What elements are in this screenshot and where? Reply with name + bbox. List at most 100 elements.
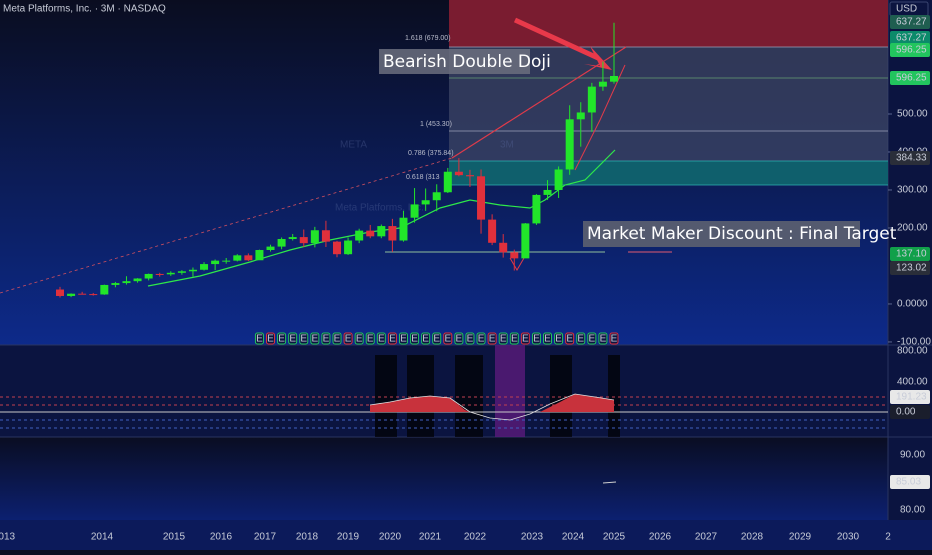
earnings-label: E — [467, 334, 474, 345]
fib-zone — [449, 161, 888, 185]
candle-body — [111, 283, 120, 285]
earnings-marker — [543, 332, 553, 345]
candle-body — [277, 238, 286, 247]
indicator-tick: 80.00 — [900, 505, 925, 516]
arrow — [513, 17, 600, 61]
earnings-label: E — [555, 334, 562, 345]
earnings-marker — [554, 332, 564, 345]
price-label-box — [890, 475, 930, 489]
earnings-label: E — [367, 334, 374, 345]
highlight — [375, 355, 397, 437]
earnings-label: E — [278, 334, 285, 345]
x-tick-label: 2020 — [379, 532, 402, 543]
indicator-tick: 800.00 — [897, 346, 928, 357]
candle-body — [333, 241, 341, 255]
fib-label: 1 (453.30) — [420, 121, 452, 128]
x-tick-label: 2014 — [91, 532, 114, 543]
earnings-label: E — [334, 334, 341, 345]
earnings-marker — [354, 332, 364, 345]
price-label: 596.25 — [896, 45, 927, 56]
highlight — [455, 355, 483, 437]
x-tick-label: 2018 — [296, 532, 319, 543]
earnings-label: E — [256, 334, 263, 345]
candle-body — [78, 293, 87, 295]
earnings-label: E — [533, 334, 540, 345]
candle-body — [610, 75, 618, 82]
earnings-label: E — [444, 334, 451, 345]
x-tick-label: 2030 — [837, 532, 860, 543]
candle-body — [421, 200, 430, 205]
price-label: 137.10 — [896, 249, 927, 260]
x-tick-label: 2013 — [0, 532, 16, 543]
trend-line — [574, 64, 626, 171]
x-tick-label: 2022 — [464, 532, 487, 543]
candle-body — [222, 260, 231, 262]
candle-body — [255, 250, 264, 261]
earnings-marker — [487, 332, 497, 345]
candle-body — [244, 255, 253, 261]
candle-body — [598, 81, 607, 87]
candle-body — [366, 230, 375, 237]
price-label: 637.27 — [896, 17, 927, 28]
earnings-marker — [410, 332, 420, 345]
price-label: 637.27 — [896, 33, 927, 44]
earnings-marker — [421, 332, 431, 345]
x-tick-label: 2027 — [695, 532, 718, 543]
candle-body — [521, 223, 530, 259]
fib-label: 1.618 (679.00) — [405, 35, 451, 42]
indicator-tick: 400.00 — [897, 377, 928, 388]
price-label: 191.23 — [896, 392, 927, 403]
price-label-box — [890, 71, 930, 85]
indicator-pane-2 — [0, 437, 888, 520]
candle-body — [188, 269, 197, 272]
earnings-marker — [277, 332, 287, 345]
candle-body — [122, 281, 131, 284]
price-label-box — [890, 405, 930, 419]
earnings-marker — [310, 332, 320, 345]
candle-body — [200, 264, 209, 270]
earnings-marker — [598, 332, 608, 345]
fib-label: 0.786 (375.84) — [408, 150, 454, 157]
candle-body — [310, 230, 319, 244]
earnings-label: E — [522, 334, 529, 345]
moving-average — [147, 149, 616, 287]
candle-body — [89, 294, 98, 296]
y-tick-label: 0.0000 — [897, 299, 928, 310]
candle-body — [299, 237, 308, 244]
earnings-label: E — [389, 334, 396, 345]
earnings-marker — [443, 332, 453, 345]
price-label-box — [890, 151, 930, 165]
price-label-box — [890, 31, 930, 45]
earnings-marker — [609, 332, 619, 345]
earnings-marker — [321, 332, 331, 345]
price-label-box — [890, 261, 930, 275]
x-tick-label: 2021 — [419, 532, 442, 543]
earnings-label: E — [489, 334, 496, 345]
x-tick-label: 2028 — [741, 532, 764, 543]
earnings-label: E — [478, 334, 485, 345]
candle-body — [377, 226, 386, 237]
earnings-marker — [465, 332, 475, 345]
earnings-label: E — [400, 334, 407, 345]
x-tick-label: 2029 — [789, 532, 812, 543]
candle-body — [543, 189, 552, 195]
earnings-marker — [520, 332, 530, 345]
annotation: Market Maker Discount : Final Target — [587, 224, 897, 244]
earnings-label: E — [378, 334, 385, 345]
candle-body — [155, 273, 164, 275]
earnings-label: E — [577, 334, 584, 345]
x-tick-label: 2024 — [562, 532, 585, 543]
watermark: META — [340, 140, 367, 151]
candle-body — [355, 230, 364, 241]
earnings-marker — [332, 332, 342, 345]
candle-body — [144, 273, 153, 279]
earnings-marker — [387, 332, 397, 345]
earnings-marker — [365, 332, 375, 345]
earnings-label: E — [411, 334, 418, 345]
earnings-label: E — [300, 334, 307, 345]
earnings-label: E — [500, 334, 507, 345]
y-tick-label: 200.00 — [897, 223, 928, 234]
annotation-box — [583, 221, 860, 247]
candle-body — [488, 219, 497, 243]
